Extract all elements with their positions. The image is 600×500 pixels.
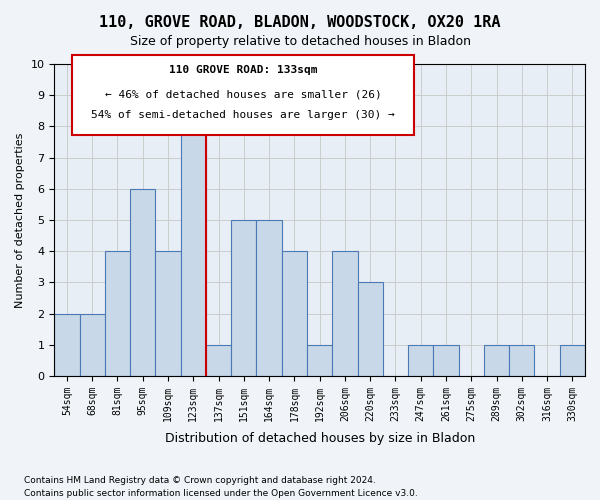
Bar (408, 344, 433, 376)
Text: Contains HM Land Registry data © Crown copyright and database right 2024.: Contains HM Land Registry data © Crown c… (24, 476, 376, 485)
Bar (80, 314, 105, 376)
Bar (206, 344, 231, 376)
Text: Size of property relative to detached houses in Bladon: Size of property relative to detached ho… (130, 35, 470, 48)
Text: 110, GROVE ROAD, BLADON, WOODSTOCK, OX20 1RA: 110, GROVE ROAD, BLADON, WOODSTOCK, OX20… (99, 15, 501, 30)
Bar (484, 344, 509, 376)
Bar (181, 126, 206, 376)
Bar (332, 251, 358, 376)
Bar (433, 344, 458, 376)
Bar (307, 344, 332, 376)
Bar (231, 220, 256, 376)
Bar (155, 251, 181, 376)
Y-axis label: Number of detached properties: Number of detached properties (15, 132, 25, 308)
Bar (282, 251, 307, 376)
Text: ← 46% of detached houses are smaller (26): ← 46% of detached houses are smaller (26… (104, 90, 382, 100)
Bar (105, 251, 130, 376)
Bar (256, 220, 282, 376)
Bar (509, 344, 535, 376)
Bar (54, 314, 80, 376)
Text: Contains public sector information licensed under the Open Government Licence v3: Contains public sector information licen… (24, 488, 418, 498)
Text: 54% of semi-detached houses are larger (30) →: 54% of semi-detached houses are larger (… (91, 110, 395, 120)
Text: 110 GROVE ROAD: 133sqm: 110 GROVE ROAD: 133sqm (169, 65, 317, 75)
Bar (560, 344, 585, 376)
Bar (130, 189, 155, 376)
X-axis label: Distribution of detached houses by size in Bladon: Distribution of detached houses by size … (164, 432, 475, 445)
Bar (358, 282, 383, 376)
